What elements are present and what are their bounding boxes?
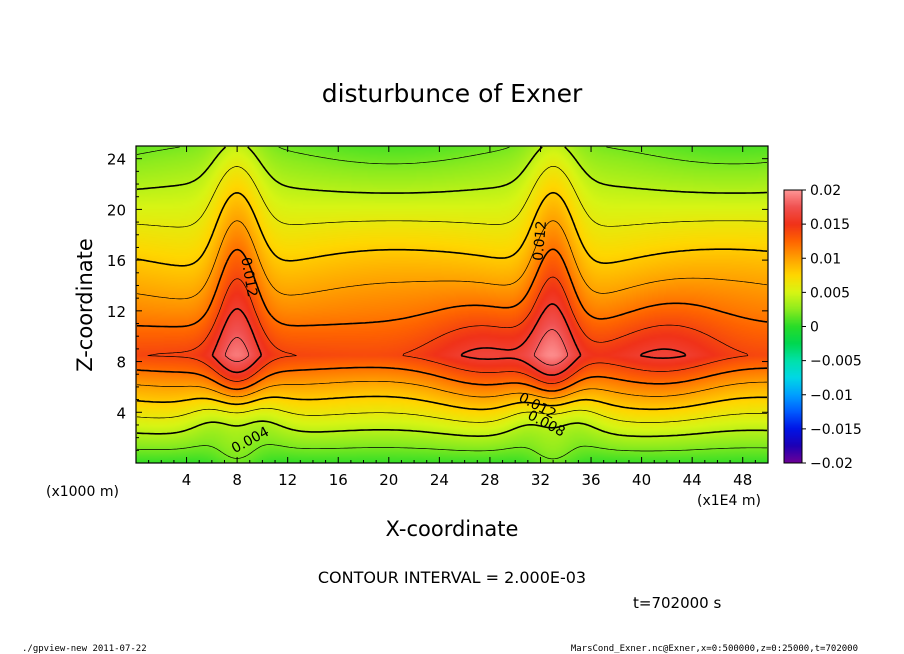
contour-line — [211, 303, 687, 376]
chart-title: disturbunce of Exner — [322, 79, 583, 108]
colorbar-tick-label: 0.02 — [810, 183, 841, 199]
contour-lines — [136, 146, 768, 460]
contour-label: 0.012 — [531, 220, 550, 261]
colorbar-tick-label: 0 — [810, 320, 819, 336]
x-tick-label: 16 — [329, 471, 348, 489]
x-tick-label: 40 — [632, 471, 651, 489]
y-axis-label: Z-coordinate — [73, 238, 97, 372]
contour-line — [224, 329, 569, 366]
x-tick-label: 28 — [480, 471, 499, 489]
contour-interval: CONTOUR INTERVAL = 2.000E-03 — [318, 568, 586, 587]
time-label: t=702000 s — [633, 594, 721, 612]
contour-line — [136, 191, 768, 411]
x-axis: 4 8 12 16 20 24 28 32 36 40 44 48 — [148, 146, 756, 489]
colorbar-tick-label: −0.02 — [810, 456, 853, 472]
y-tick-label: 8 — [116, 354, 126, 372]
x-tick-label: 48 — [733, 471, 752, 489]
x-tick-label: 20 — [379, 471, 398, 489]
contour-label: 0.012 — [237, 256, 260, 298]
x-axis-label: X-coordinate — [386, 517, 519, 541]
contour-line — [147, 276, 749, 384]
y-tick-label: 4 — [116, 404, 126, 422]
y-tick-label: 12 — [107, 303, 126, 321]
contour-line — [136, 146, 768, 460]
contour-line — [136, 146, 768, 438]
y-tick-label: 16 — [107, 252, 126, 270]
colorbar-ticks: 0.02 0.015 0.01 0.005 0 −0.005 −0.01 −0.015 −0.0… — [802, 183, 862, 472]
y-tick-label: 24 — [107, 151, 126, 169]
x-tick-label: 44 — [683, 471, 702, 489]
y-unit-label: (x1000 m) — [46, 484, 119, 500]
colorbar-tick-label: 0.015 — [810, 217, 850, 233]
x-tick-label: 32 — [531, 471, 550, 489]
x-unit-label: (x1E4 m) — [697, 493, 761, 509]
contour-line — [136, 248, 768, 392]
colorbar-tick-label: −0.005 — [810, 354, 862, 370]
y-axis: 4 8 12 16 20 24 — [107, 151, 768, 451]
colorbar: 0.02 0.015 0.01 0.005 0 −0.005 −0.01 −0.015 −0.0… — [783, 183, 862, 472]
footer-right: MarsCond_Exner.nc@Exner,x=0:500000,z=0:2… — [571, 644, 858, 654]
colorbar-tick-label: −0.01 — [810, 388, 853, 404]
colorbar-gradient — [784, 190, 802, 463]
x-tick-label: 36 — [581, 471, 600, 489]
footer-left: ./gpview-new 2011-07-22 — [22, 644, 147, 654]
contour-line — [136, 165, 767, 423]
colorbar-tick-label: 0.01 — [810, 251, 841, 267]
x-tick-label: 8 — [232, 471, 242, 489]
colorbar-tick-label: 0.005 — [810, 285, 850, 301]
y-tick-label: 20 — [107, 201, 126, 219]
x-tick-label: 4 — [182, 471, 192, 489]
x-tick-label: 12 — [278, 471, 297, 489]
contour-line — [136, 220, 768, 399]
colorbar-tick-label: −0.015 — [810, 422, 862, 438]
x-tick-label: 24 — [430, 471, 449, 489]
exner-field — [136, 146, 768, 463]
